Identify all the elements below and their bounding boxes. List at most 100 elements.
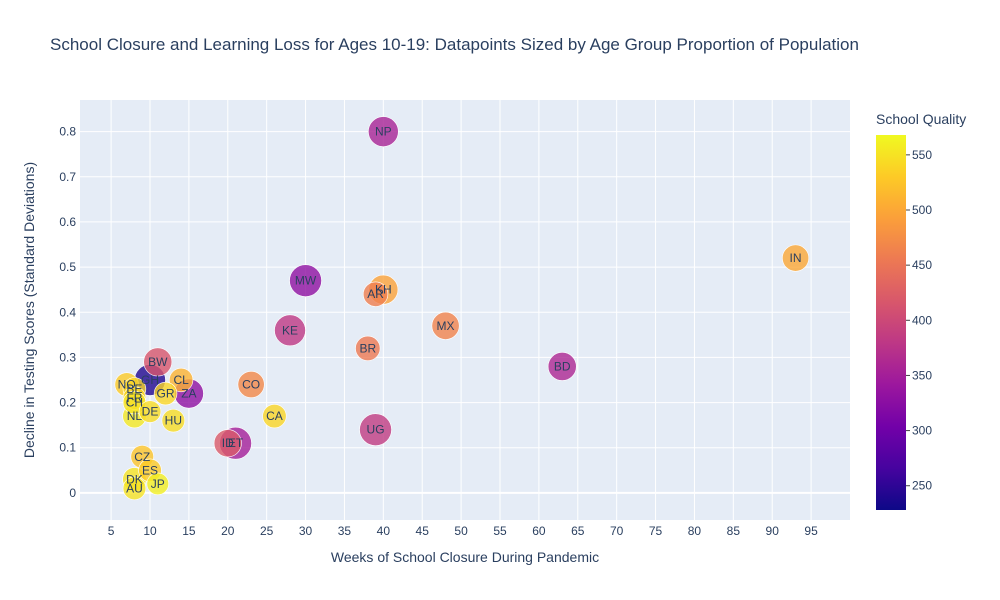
colorbar-ticks: 250 300 350 400 450 500 550 [906, 148, 932, 493]
point-label-cl: CL [173, 373, 189, 387]
point-label-kh: KH [375, 283, 392, 297]
y-axis-title: Decline in Testing Scores (Standard Devi… [21, 162, 37, 458]
x-tick-label: 90 [766, 524, 780, 538]
colorbar-tick-label: 250 [912, 479, 932, 493]
plot-background [80, 100, 850, 520]
x-tick-label: 25 [260, 524, 274, 538]
point-label-ar: AR [367, 287, 384, 301]
y-tick-label: 0 [69, 486, 76, 500]
grid [80, 100, 850, 520]
point-label-gr: GR [157, 387, 175, 401]
x-axis-ticks: 5 10 15 20 25 30 35 40 45 50 55 60 65 70 75 80 85 90 95 [108, 524, 818, 538]
colorbar-tick-label: 400 [912, 313, 932, 327]
x-tick-label: 30 [299, 524, 313, 538]
data-point-mw [289, 264, 322, 297]
y-tick-label: 0.7 [59, 170, 76, 184]
y-axis-ticks: 0 0.1 0.2 0.3 0.4 0.5 0.6 0.7 0.8 [59, 125, 76, 500]
x-tick-label: 5 [108, 524, 115, 538]
point-label-hu: HU [165, 414, 182, 428]
y-tick-label: 0.2 [59, 396, 76, 410]
x-tick-label: 35 [338, 524, 352, 538]
x-tick-label: 80 [688, 524, 702, 538]
point-label-jp: JP [151, 477, 165, 491]
x-tick-label: 10 [143, 524, 157, 538]
data-point-ug [359, 413, 392, 446]
point-label-ke: KE [282, 323, 298, 337]
data-point-hu [161, 408, 186, 433]
colorbar-title: School Quality [876, 111, 966, 127]
x-tick-label: 55 [493, 524, 507, 538]
data-points [114, 116, 810, 501]
point-label-fr: FR [126, 391, 142, 405]
colorbar-tick-label: 500 [912, 203, 932, 217]
point-label-co: CO [242, 378, 260, 392]
colorbar-tick-label: 550 [912, 148, 932, 162]
x-tick-label: 65 [571, 524, 585, 538]
data-point-jp [146, 472, 169, 496]
colorbar-gradient [876, 135, 906, 510]
point-label-es: ES [142, 463, 158, 477]
point-label-gh: GH [141, 373, 159, 387]
data-point-gr [153, 381, 178, 406]
x-axis-title: Weeks of School Closure During Pandemic [331, 549, 599, 565]
point-label-no: NO [118, 378, 136, 392]
data-point-id [213, 429, 242, 458]
x-tick-label: 95 [804, 524, 818, 538]
data-point-in [782, 244, 810, 272]
data-point-ca [262, 404, 287, 429]
point-label-ca: CA [266, 409, 283, 423]
x-tick-label: 75 [649, 524, 663, 538]
point-label-np: NP [375, 125, 392, 139]
y-tick-label: 0.5 [59, 260, 76, 274]
point-label-et: ET [228, 436, 244, 450]
x-tick-label: 70 [610, 524, 624, 538]
colorbar-tick-label: 300 [912, 424, 932, 438]
data-point-ke [274, 314, 306, 347]
point-label-br: BR [359, 341, 376, 355]
x-tick-label: 60 [532, 524, 546, 538]
x-tick-label: 85 [727, 524, 741, 538]
point-label-dk: DK [126, 472, 143, 486]
point-label-nl: NL [127, 409, 143, 423]
y-tick-label: 0.8 [59, 125, 76, 139]
data-point-cl [169, 367, 194, 393]
y-tick-label: 0.4 [59, 305, 76, 319]
chart-title: School Closure and Learning Loss for Age… [50, 35, 859, 54]
data-point-co [237, 371, 265, 399]
y-tick-label: 0.6 [59, 215, 76, 229]
colorbar-tick-label: 350 [912, 368, 932, 382]
colorbar: School Quality 250 300 350 400 450 500 550 [876, 111, 966, 510]
point-label-za: ZA [181, 387, 196, 401]
x-tick-label: 50 [454, 524, 468, 538]
data-point-au [122, 476, 147, 501]
data-point-bd [547, 352, 577, 381]
y-tick-label: 0.1 [59, 441, 76, 455]
point-label-de: DE [142, 405, 159, 419]
colorbar-tick-label: 450 [912, 258, 932, 272]
data-point-mx [431, 311, 460, 340]
y-tick-label: 0.3 [59, 350, 76, 364]
point-label-bw: BW [148, 355, 168, 369]
x-tick-label: 20 [221, 524, 235, 538]
point-label-ch: CH [126, 396, 143, 410]
point-label-mx: MX [437, 319, 455, 333]
point-label-id: ID [222, 436, 234, 450]
data-point-de [138, 400, 162, 423]
point-label-mw: MW [295, 274, 317, 288]
point-label-au: AU [126, 481, 143, 495]
point-label-cz: CZ [134, 450, 150, 464]
point-label-be: BE [126, 382, 142, 396]
point-label-bd: BD [554, 359, 571, 373]
point-label-ug: UG [367, 423, 385, 437]
data-point-ar [362, 281, 389, 307]
x-tick-label: 15 [182, 524, 196, 538]
data-point-bw [143, 347, 173, 377]
x-tick-label: 40 [377, 524, 391, 538]
point-label-in: IN [790, 251, 802, 265]
x-tick-label: 45 [416, 524, 430, 538]
data-point-np [368, 116, 399, 147]
data-point-br [355, 335, 381, 361]
